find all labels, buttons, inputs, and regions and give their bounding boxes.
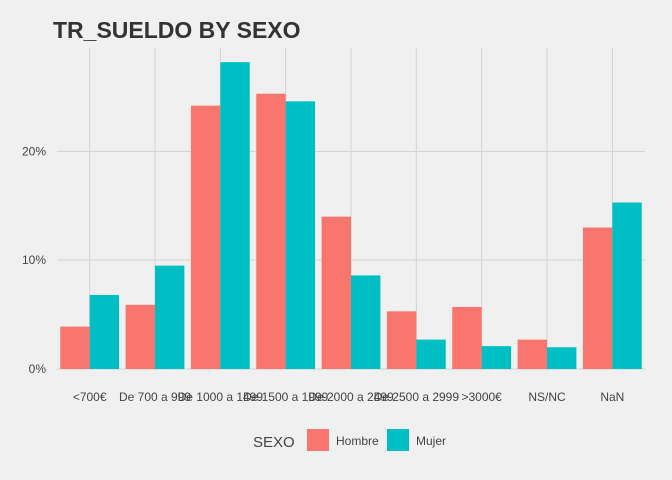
x-tick-label-2: De 1000 a 1499 (178, 390, 264, 404)
x-tick-label-5: De 2500 a 2999 (374, 390, 460, 404)
bar-mujer-5 (416, 339, 446, 369)
bar-hombre-8 (582, 227, 613, 369)
legend-items: Hombre Mujer (307, 429, 446, 451)
legend-label-hombre: Hombre (336, 434, 379, 448)
bar-hombre-7 (517, 339, 547, 369)
legend-label-mujer: Mujer (416, 434, 446, 448)
legend-key-mujer (387, 429, 409, 451)
legend-key-hombre (307, 429, 329, 451)
legend: SEXO Hombre Mujer (253, 429, 446, 451)
bar-hombre-2 (190, 105, 221, 369)
x-tick-label-3: De 1500 a 1999 (243, 390, 329, 404)
y-tick-label-2: 20% (22, 144, 46, 158)
bar-mujer-2 (220, 62, 250, 370)
y-tick-label-0: 0% (29, 362, 47, 376)
y-axis: 0% 10% 20% (22, 144, 46, 376)
bar-hombre-5 (386, 311, 417, 369)
bar-hombre-6 (452, 306, 482, 369)
x-tick-label-4: De 2000 a 2499 (308, 390, 394, 404)
bar-mujer-4 (351, 275, 381, 369)
bar-hombre-3 (256, 93, 286, 370)
bar-hombre-0 (60, 326, 90, 369)
x-tick-label-8: NaN (600, 390, 624, 404)
x-tick-label-6: >3000€ (461, 390, 502, 404)
bar-hombre-4 (321, 216, 351, 369)
bar-mujer-6 (481, 346, 512, 369)
x-tick-label-0: <700€ (73, 390, 107, 404)
x-tick-label-7: NS/NC (528, 390, 566, 404)
bars (60, 62, 642, 370)
chart-title: TR_SUELDO BY SEXO (53, 17, 301, 43)
bar-mujer-8 (612, 202, 642, 369)
x-tick-label-1: De 700 a 999 (119, 390, 191, 404)
bar-mujer-1 (155, 265, 185, 369)
y-tick-label-1: 10% (22, 253, 46, 267)
legend-title: SEXO (253, 434, 295, 451)
bar-hombre-1 (125, 304, 155, 369)
bar-mujer-0 (89, 295, 120, 369)
bar-mujer-7 (547, 347, 577, 369)
bar-mujer-3 (285, 101, 316, 370)
